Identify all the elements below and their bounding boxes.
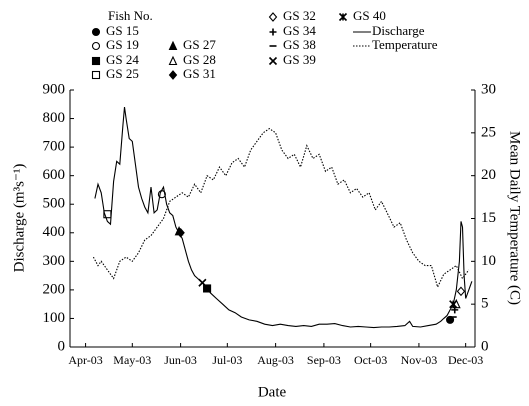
legend-marker [168, 40, 178, 51]
legend-label: GS 25 [106, 66, 139, 81]
y-tick-label: 500 [43, 196, 66, 212]
legend-label: GS 15 [106, 23, 139, 38]
y2-axis-label: Mean Daily Temperature (C) [507, 131, 523, 305]
legend-marker [268, 56, 278, 66]
legend-marker [168, 70, 178, 80]
legend-label: Discharge [372, 23, 425, 38]
y2-tick-label: 25 [481, 124, 496, 140]
y2-tick-label: 15 [481, 210, 496, 226]
x-tick-label: Jul-03 [212, 353, 242, 367]
y-tick-label: 100 [43, 310, 66, 326]
y-tick-label: 0 [58, 338, 66, 354]
y-tick-label: 900 [43, 81, 66, 97]
x-tick-label: Dec-03 [448, 353, 483, 367]
y-tick-label: 800 [43, 110, 66, 126]
y-tick-label: 300 [43, 253, 66, 269]
marker [451, 306, 459, 314]
x-tick-label: Sep-03 [307, 353, 341, 367]
x-axis-label: Date [258, 384, 287, 400]
x-tick-label: May-03 [113, 353, 151, 367]
y2-tick-label: 5 [481, 296, 489, 312]
legend-label: GS 32 [283, 8, 316, 23]
y2-tick-label: 10 [481, 253, 496, 269]
y-axis-label: Discharge (m³s⁻¹) [11, 164, 27, 273]
y-tick-label: 200 [43, 281, 66, 297]
temperature-line [92, 127, 470, 289]
legend-marker [268, 12, 278, 22]
legend-label: GS 34 [283, 23, 316, 38]
legend-label: GS 19 [106, 37, 139, 52]
discharge-line [94, 107, 473, 329]
legend-marker [269, 28, 277, 36]
legend-label: GS 24 [106, 52, 139, 67]
legend-title: Fish No. [108, 8, 153, 23]
x-tick-label: Jun-03 [164, 353, 197, 367]
legend-label: GS 27 [183, 37, 216, 52]
y2-tick-label: 30 [481, 81, 496, 97]
legend-marker [91, 56, 101, 66]
y2-tick-label: 0 [481, 338, 489, 354]
y-tick-label: 600 [43, 167, 66, 183]
x-tick-label: Aug-03 [257, 353, 294, 367]
legend-marker [91, 41, 101, 51]
legend-marker [91, 70, 101, 80]
legend-label: GS 38 [283, 37, 316, 52]
y-tick-label: 700 [43, 139, 66, 155]
marker [456, 286, 466, 297]
y-tick-label: 400 [43, 224, 66, 240]
legend-marker [91, 27, 101, 37]
legend-label: GS 39 [283, 52, 316, 67]
legend-label: GS 40 [353, 8, 386, 23]
legend-label: Temperature [372, 37, 438, 52]
x-tick-label: Oct-03 [354, 353, 387, 367]
legend-label: GS 31 [183, 66, 216, 81]
x-tick-label: Apr-03 [68, 353, 102, 367]
legend-marker [338, 12, 348, 22]
x-tick-label: Nov-03 [401, 353, 438, 367]
legend-marker [168, 55, 178, 66]
y2-tick-label: 20 [481, 167, 496, 183]
legend-label: GS 28 [183, 52, 216, 67]
